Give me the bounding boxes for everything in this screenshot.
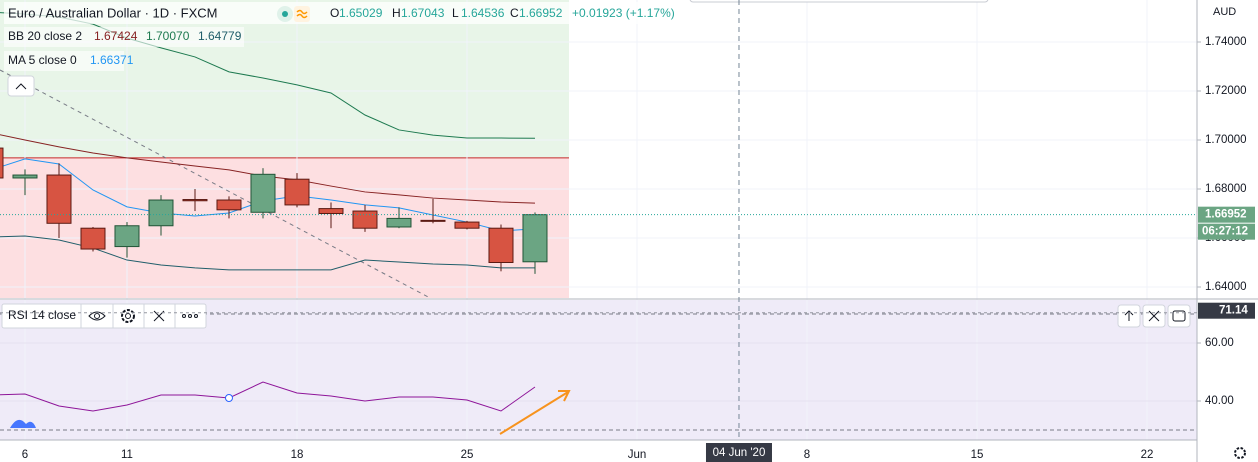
ohlc-value: 1.65029 <box>339 6 383 20</box>
x-tick-label: 18 <box>291 449 304 461</box>
candle-body <box>12 174 38 179</box>
y-tick-label: 40.00 <box>1205 395 1234 407</box>
candle-body <box>250 173 276 213</box>
close-icon <box>1148 310 1160 322</box>
indicator-name: BB 20 close 2 <box>8 29 82 43</box>
candle-body <box>0 147 4 179</box>
indicator-name: MA 5 close 0 <box>8 53 77 67</box>
y-tick-label: 1.68000 <box>1205 183 1247 195</box>
logo[interactable] <box>10 419 36 428</box>
ohlc-key: C <box>510 6 519 20</box>
y-tick-label: 1.64000 <box>1205 281 1247 293</box>
x-tick-label: 15 <box>971 449 984 461</box>
legend-bg <box>4 51 124 71</box>
indicator-value: 1.67424 <box>94 29 138 43</box>
maximize-icon <box>1172 310 1186 322</box>
candle-body <box>182 199 208 202</box>
collapse-icon <box>15 83 27 90</box>
last-price-label: 1.66952 <box>1205 209 1247 221</box>
ohlc-key: H <box>392 6 401 20</box>
x-tick-label: 22 <box>1141 449 1154 461</box>
x-tick-label: 25 <box>461 449 474 461</box>
last-price-tag <box>1198 206 1255 223</box>
x-tick-label: Jun <box>628 449 647 461</box>
candle-body <box>46 174 72 224</box>
candle-body <box>420 219 446 222</box>
y-tick-label: 60.00 <box>1205 337 1234 349</box>
y-tick-label: 1.74000 <box>1205 36 1247 48</box>
candle-body <box>454 221 480 229</box>
arrow-drawing <box>499 390 571 435</box>
eye-icon[interactable] <box>88 311 106 321</box>
x-tick-label: 8 <box>804 449 810 461</box>
rsi-line <box>0 381 536 412</box>
candle-body <box>488 227 514 263</box>
candle-body <box>80 227 106 250</box>
countdown-tag <box>1198 223 1255 240</box>
rsi-value-label: 71.14 <box>1219 305 1248 317</box>
target-zone <box>0 0 569 158</box>
y-tick-label: 1.72000 <box>1205 85 1247 97</box>
rsi-legend-box <box>1 303 207 329</box>
candle-body <box>522 214 548 263</box>
header-bg <box>4 2 680 24</box>
ohlc-key: O <box>330 6 339 20</box>
ohlc-value: 1.67043 <box>401 6 445 20</box>
status-dot <box>282 11 288 17</box>
y-tick-label: 1.70000 <box>1205 134 1247 146</box>
rsi-name: RSI 14 close <box>8 308 76 322</box>
settings-icon[interactable] <box>121 309 135 323</box>
legend-bg <box>4 27 244 47</box>
settings-hub <box>125 313 131 319</box>
candle-body <box>284 178 310 206</box>
indicator-value: 1.70070 <box>146 29 190 43</box>
x-tick-label: 11 <box>121 449 133 461</box>
change-value: +0.01923 (+1.17%) <box>572 6 675 20</box>
currency-label: AUD <box>1213 6 1236 18</box>
x-tick-label: 6 <box>22 449 28 461</box>
symbol-title: Euro / Australian Dollar · 1D · FXCM <box>8 5 218 20</box>
candle-body <box>386 217 412 228</box>
more-icon[interactable] <box>182 314 198 318</box>
ohlc-value: 1.64536 <box>461 6 505 20</box>
candle-body <box>216 199 242 211</box>
ohlc-key: L <box>452 6 459 20</box>
drawing-anchor <box>224 394 233 403</box>
indicator-value: 1.66371 <box>90 53 134 67</box>
maximize-button[interactable] <box>1167 304 1191 328</box>
rsi-value-tag <box>1198 302 1255 319</box>
candle-body <box>352 210 378 229</box>
trend-line-drawing <box>0 69 431 298</box>
eye-pupil <box>94 313 100 319</box>
crosshair-label: 04 Jun '20 <box>713 447 766 459</box>
candle-body <box>318 208 344 214</box>
collapse-button[interactable] <box>7 75 35 97</box>
candle-body <box>114 225 140 248</box>
countdown-label: 06:27:12 <box>1202 226 1248 238</box>
popup-edge <box>689 0 989 3</box>
indicator-value: 1.64779 <box>198 29 242 43</box>
ohlc-value: 1.66952 <box>519 6 563 20</box>
crosshair-tag <box>705 443 772 462</box>
data-icon <box>294 6 310 22</box>
axis-settings[interactable] <box>1234 447 1246 459</box>
data-icon-glyph <box>296 9 308 19</box>
candle-body <box>148 199 174 227</box>
